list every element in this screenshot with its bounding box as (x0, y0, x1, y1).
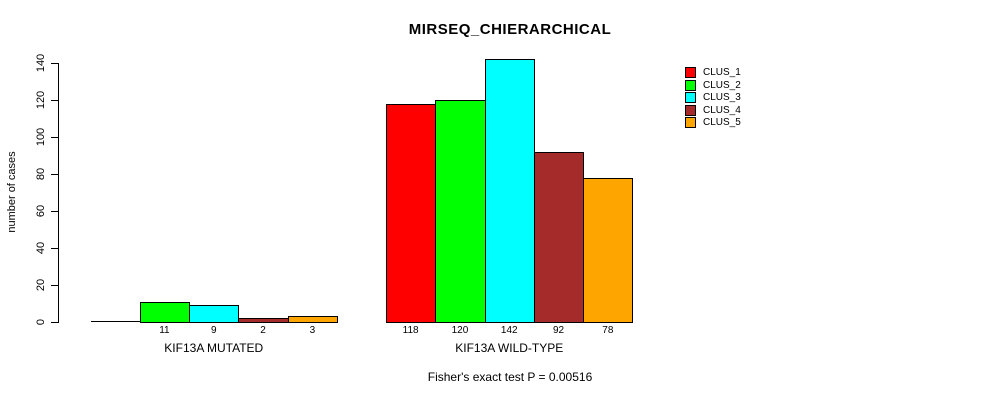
bar-value-label: 9 (210, 325, 217, 336)
y-axis-tick-label: 20 (35, 278, 47, 292)
bar-clus_5 (583, 177, 634, 323)
y-axis-line (58, 63, 59, 323)
y-axis-tick-label: 140 (35, 53, 47, 73)
y-axis-tick-label: 0 (35, 318, 47, 326)
y-axis-tick (51, 137, 58, 138)
legend-swatch-clus_5 (685, 117, 696, 129)
legend-label: CLUS_4 (703, 104, 741, 116)
bar-clus_4 (533, 151, 585, 323)
bar-clus_3 (484, 59, 535, 323)
x-group-label: KIF13A WILD-TYPE (455, 341, 564, 355)
y-axis-tick-label: 40 (35, 241, 47, 255)
legend-swatch-clus_1 (685, 67, 696, 78)
bar-value-label: 142 (500, 325, 518, 336)
bar-value-label: 11 (159, 325, 170, 336)
bar-value-label: 92 (552, 325, 565, 336)
legend-swatch-clus_2 (685, 79, 696, 91)
bar-value-label: 118 (402, 325, 419, 336)
bar-value-label: 3 (309, 325, 316, 336)
chart-title: MIRSEQ_CHIERARCHICAL (408, 21, 612, 38)
y-axis-tick (51, 285, 58, 286)
footnote-text: Fisher's exact test P = 0.00516 (427, 370, 593, 384)
bar-clus_3 (189, 305, 240, 323)
bar-value-label: 2 (260, 325, 266, 336)
bar-clus_1 (386, 103, 437, 323)
bar-clus_4 (238, 318, 289, 323)
y-axis-title: number of cases (6, 151, 18, 233)
y-axis-tick-label: 60 (35, 204, 47, 218)
legend-label: CLUS_2 (703, 79, 741, 91)
y-axis-tick-label: 80 (35, 167, 47, 181)
y-axis-tick (51, 248, 58, 249)
legend-swatch-clus_3 (685, 92, 696, 104)
bar-clus_2 (139, 301, 191, 323)
bar-clus_1 (90, 321, 140, 322)
y-axis-tick (51, 174, 58, 175)
y-axis-tick (51, 322, 58, 323)
bar-value-label: 78 (602, 325, 614, 336)
y-axis-tick (51, 63, 58, 64)
legend-label: CLUS_3 (703, 92, 741, 104)
legend-label: CLUS_1 (703, 67, 741, 78)
x-group-label: KIF13A MUTATED (164, 341, 264, 355)
bar-clus_5 (287, 316, 338, 323)
legend-swatch-clus_4 (685, 104, 696, 116)
y-axis-tick (51, 211, 58, 212)
legend-label: CLUS_5 (703, 117, 741, 129)
y-axis-tick-label: 100 (35, 127, 47, 147)
y-axis-tick-label: 120 (35, 90, 47, 110)
bar-value-label: 120 (451, 325, 469, 336)
y-axis-tick (51, 100, 58, 101)
bar-clus_2 (435, 100, 486, 323)
